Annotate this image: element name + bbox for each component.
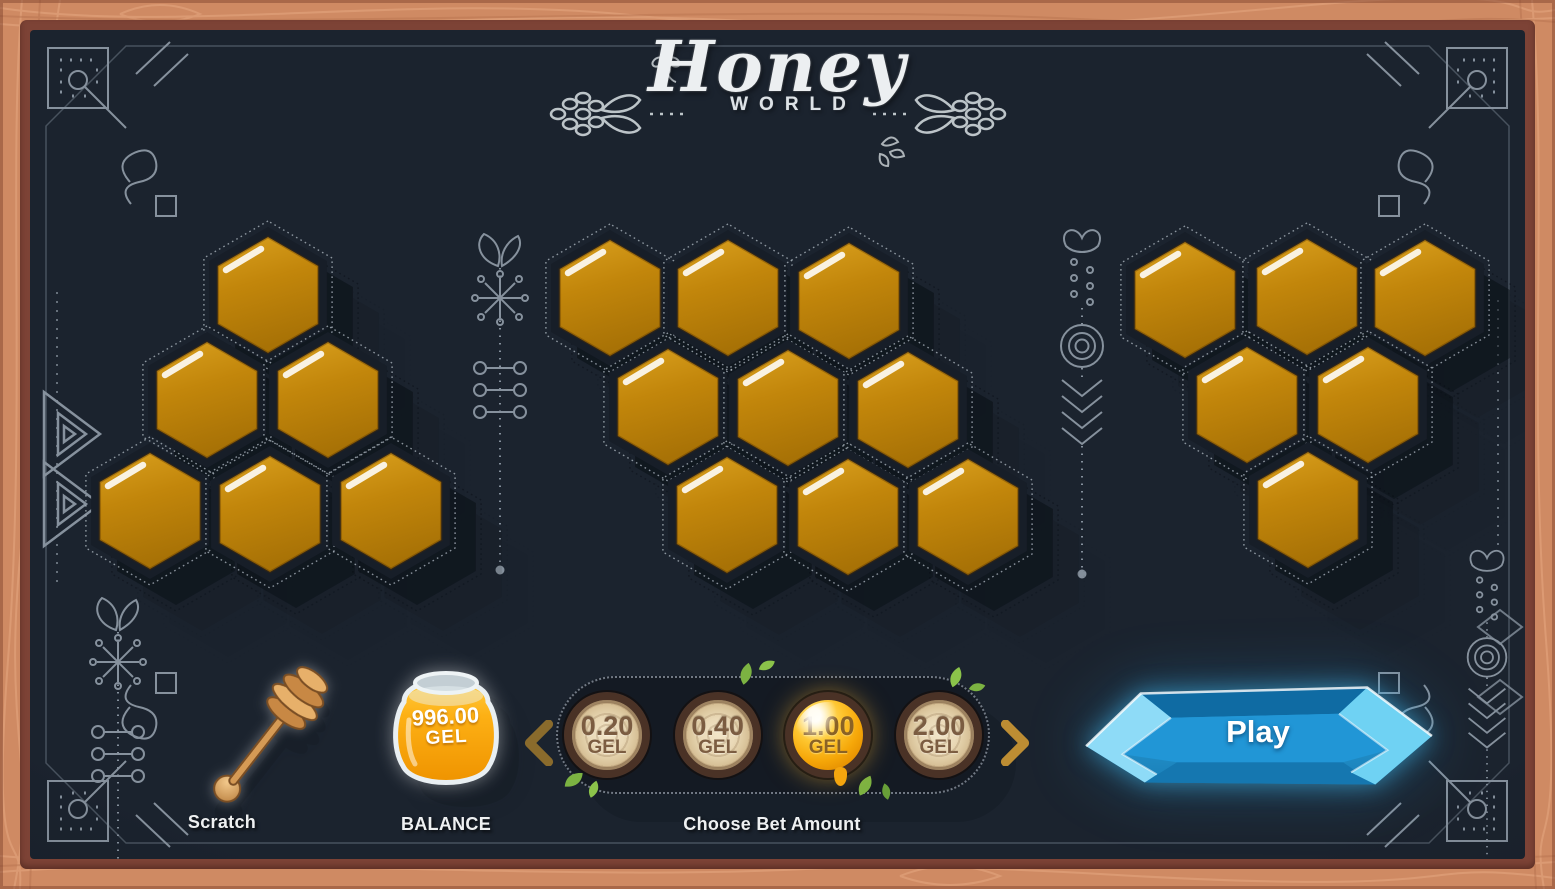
board-ornaments bbox=[42, 40, 1524, 859]
bet-currency: GEL bbox=[587, 737, 627, 758]
scratch-tool[interactable] bbox=[195, 648, 329, 818]
dotted-edge-line bbox=[56, 292, 1499, 586]
honeycomb-cell[interactable] bbox=[647, 431, 807, 599]
honeycomb-cell[interactable] bbox=[530, 214, 690, 382]
honeycomb-cell[interactable] bbox=[828, 326, 988, 494]
honeycomb-cell[interactable] bbox=[648, 214, 808, 382]
honeycomb-cell[interactable] bbox=[190, 430, 350, 598]
honey-drip bbox=[834, 767, 848, 786]
honeycomb-cell[interactable] bbox=[127, 316, 287, 484]
honey-dipper-icon bbox=[213, 666, 329, 803]
chevron-left-icon bbox=[524, 719, 554, 767]
honeycomb-cell[interactable] bbox=[248, 316, 408, 484]
honeycomb-cell[interactable] bbox=[708, 324, 868, 492]
bet-currency: GEL bbox=[919, 737, 959, 758]
balance-display: 996.00 GEL bbox=[383, 662, 509, 802]
honeycomb-cell[interactable] bbox=[311, 427, 471, 595]
honeycomb-cell[interactable] bbox=[1105, 216, 1265, 384]
honeycomb-area bbox=[30, 30, 1525, 859]
chevron-right-icon bbox=[1000, 719, 1030, 767]
honeycomb-cell[interactable] bbox=[188, 211, 348, 379]
honeycomb-cell[interactable] bbox=[588, 323, 748, 491]
honeycomb-cell[interactable] bbox=[769, 217, 929, 385]
bet-option[interactable]: 2.00 GEL bbox=[895, 692, 982, 778]
bet-currency: GEL bbox=[808, 737, 848, 758]
honeycomb-cell[interactable] bbox=[1288, 321, 1448, 489]
bet-option-selected[interactable]: 1.00 GEL bbox=[785, 692, 872, 786]
honeycomb-cell[interactable] bbox=[1167, 321, 1327, 489]
bet-option[interactable]: 0.20 GEL bbox=[564, 692, 650, 778]
bet-label: Choose Bet Amount bbox=[683, 814, 861, 834]
balance-label: BALANCE bbox=[400, 814, 492, 834]
bet-option[interactable]: 0.40 GEL bbox=[674, 692, 761, 778]
play-button[interactable]: Play bbox=[1078, 660, 1438, 810]
honey-jar-icon bbox=[393, 671, 499, 785]
honeycomb-cell[interactable] bbox=[1345, 214, 1505, 382]
honeycomb-cell[interactable] bbox=[1227, 213, 1387, 381]
honeycomb-cell[interactable] bbox=[70, 427, 230, 595]
bet-increase-button[interactable] bbox=[998, 719, 1032, 767]
inner-border bbox=[45, 45, 1510, 844]
bet-amount: 0.40 bbox=[691, 711, 744, 741]
game-board: Honey WORLD Scratch bbox=[30, 30, 1525, 859]
scratch-label: Scratch bbox=[187, 812, 257, 832]
honeycomb-cell[interactable] bbox=[1228, 426, 1388, 594]
honeycomb-cell[interactable] bbox=[768, 433, 928, 601]
bet-amount: 2.00 bbox=[912, 711, 966, 741]
bet-amount: 1.00 bbox=[802, 711, 855, 741]
bet-options: 0.20 GEL 0.40 GEL 1.00 GEL 2.00 GEL bbox=[556, 660, 990, 800]
bet-decrease-button[interactable] bbox=[522, 719, 556, 767]
bet-amount: 0.20 bbox=[580, 711, 634, 741]
crystal-button-shape bbox=[1085, 686, 1433, 785]
bet-currency: GEL bbox=[698, 737, 738, 758]
honeycomb-cell[interactable] bbox=[888, 433, 1048, 601]
leaf-decoration bbox=[850, 767, 877, 797]
